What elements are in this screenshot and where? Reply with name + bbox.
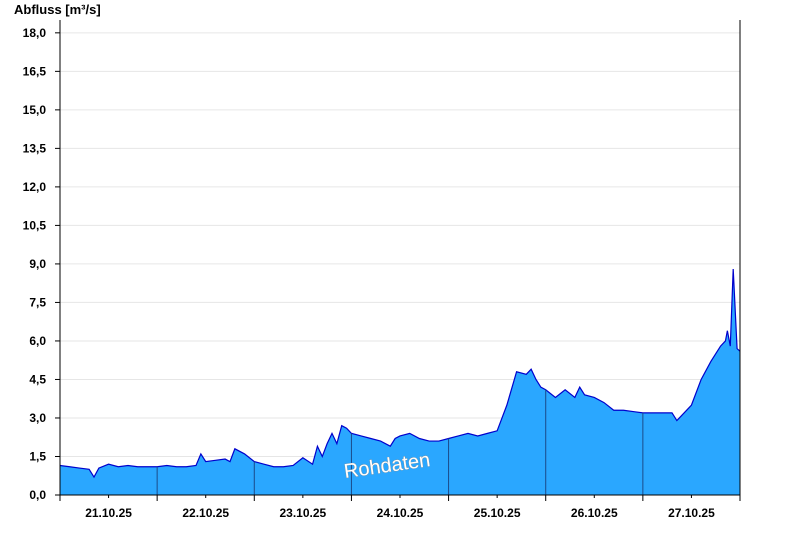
y-tick-label: 1,5 — [29, 449, 46, 463]
y-tick-label: 0,0 — [29, 488, 46, 502]
y-axis-ticks: 0,0 1,5 3,0 4,5 6,0 7,5 9,0 10,5 12,0 13,5 15,0 16,… — [23, 26, 60, 502]
y-tick-label: 12,0 — [23, 180, 47, 194]
y-tick-label: 6,0 — [29, 334, 46, 348]
y-tick-label: 10,5 — [23, 218, 47, 232]
x-tick-label: 21.10.25 — [85, 506, 132, 520]
y-tick-label: 3,0 — [29, 411, 46, 425]
grid-lines — [60, 32, 740, 496]
discharge-area — [60, 269, 740, 495]
y-tick-label: 16,5 — [23, 64, 47, 78]
x-tick-label: 27.10.25 — [668, 506, 715, 520]
x-tick-label: 24.10.25 — [377, 506, 424, 520]
discharge-line — [59, 269, 741, 479]
y-tick-label: 13,5 — [23, 141, 47, 155]
x-tick-label: 26.10.25 — [571, 506, 618, 520]
y-tick-label: 9,0 — [29, 257, 46, 271]
y-axis-title: Abfluss [m³/s] — [14, 2, 101, 17]
y-tick-label: 15,0 — [23, 103, 47, 117]
y-tick-label: 7,5 — [29, 295, 46, 309]
x-tick-label: 22.10.25 — [182, 506, 229, 520]
x-tick-label: 25.10.25 — [474, 506, 521, 520]
x-tick-label: 23.10.25 — [279, 506, 326, 520]
x-axis-ticks: 21.10.25 22.10.25 23.10.25 24.10.25 25.10.25… — [59, 495, 741, 520]
y-tick-label: 18,0 — [23, 26, 47, 40]
y-tick-label: 4,5 — [29, 372, 46, 386]
day-separators — [156, 389, 644, 495]
